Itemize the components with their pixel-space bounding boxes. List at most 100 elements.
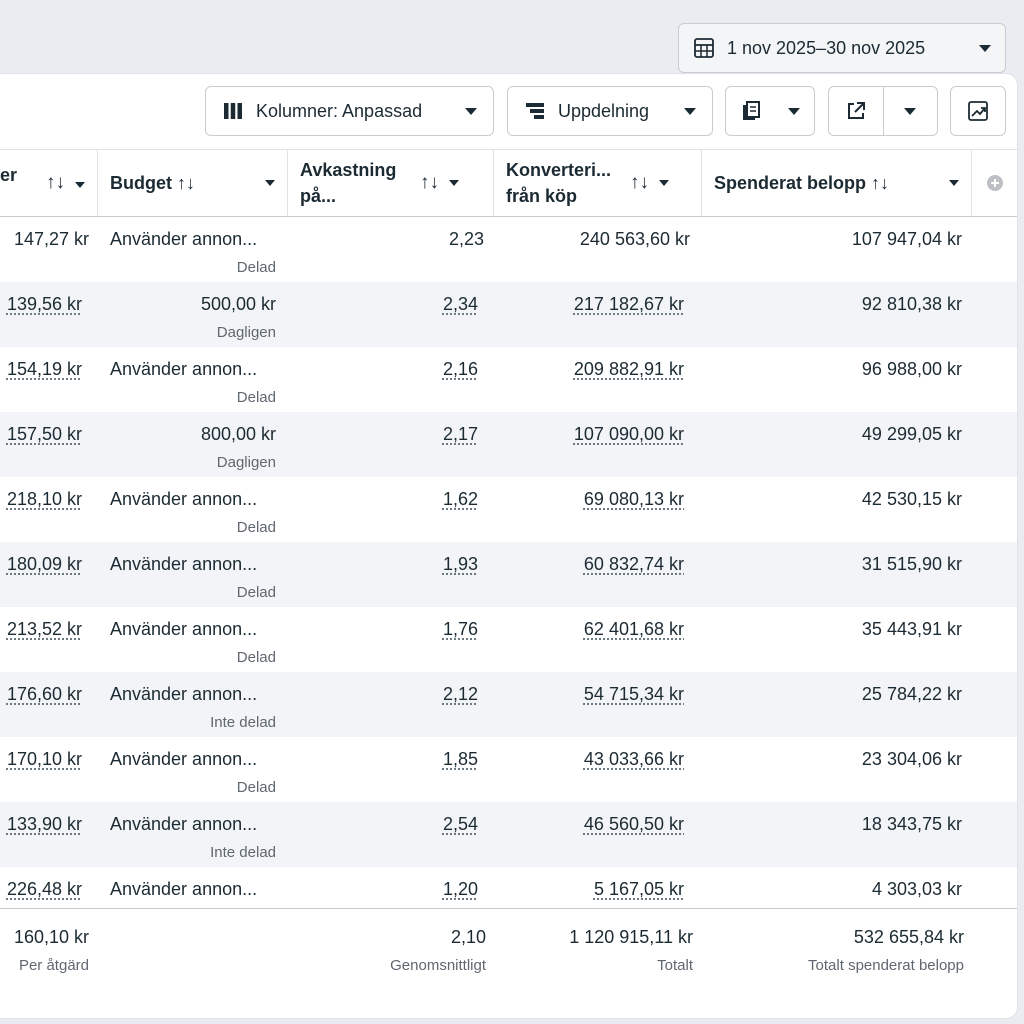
roas-value[interactable]: 2,12 [442, 684, 478, 704]
reports-button[interactable] [725, 86, 815, 136]
cost-per-result[interactable]: 226,48 kr [6, 879, 82, 899]
chevron-down-icon[interactable] [949, 180, 959, 186]
table-row[interactable]: 213,52 kr Använder annon... Delad 1,76 6… [0, 607, 1017, 672]
breakdown-button[interactable]: Uppdelning [507, 86, 713, 136]
budget-value: Använder annon... [110, 554, 258, 574]
table-row[interactable]: 147,27 kr Använder annon... Delad 2,23 2… [0, 217, 1017, 282]
sort-icon[interactable]: ↑↓ [630, 172, 649, 193]
columns-button[interactable]: Kolumner: Anpassad [205, 86, 494, 136]
total-roas: 2,10 [450, 927, 486, 947]
conversion-value[interactable]: 46 560,50 kr [583, 814, 684, 834]
cost-per-result[interactable]: 176,60 kr [6, 684, 82, 704]
conversion-value[interactable]: 5 167,05 kr [593, 879, 684, 899]
table-row[interactable]: 139,56 kr 500,00 kr Dagligen 2,34 217 18… [0, 282, 1017, 347]
external-link-icon [847, 102, 865, 119]
table-row[interactable]: 226,48 kr Använder annon... 1,20 5 167,0… [0, 867, 1017, 908]
conversion-value[interactable]: 217 182,67 kr [573, 294, 684, 314]
date-range-label: 1 nov 2025–30 nov 2025 [727, 37, 926, 58]
chevron-down-icon [465, 107, 477, 115]
roas-value[interactable]: 1,93 [442, 554, 478, 574]
amount-spent: 23 304,06 kr [861, 749, 962, 769]
date-range-button[interactable]: 1 nov 2025–30 nov 2025 [678, 23, 1006, 73]
conversion-value: 240 563,60 kr [579, 229, 690, 249]
total-cost-per-result: 160,10 kr [13, 927, 89, 947]
budget-value: Använder annon... [110, 684, 258, 704]
column-header-amount-spent[interactable]: Spenderat belopp ↑↓ [702, 150, 972, 216]
table-calendar-icon [694, 38, 714, 58]
cost-per-result[interactable]: 180,09 kr [6, 554, 82, 574]
column-header-label: Budget ↑↓ [110, 173, 195, 193]
conversion-value[interactable]: 209 882,91 kr [573, 359, 684, 379]
export-menu-button[interactable] [882, 87, 938, 135]
conversion-value[interactable]: 107 090,00 kr [573, 424, 684, 444]
cost-per-result[interactable]: 139,56 kr [6, 294, 82, 314]
export-button[interactable] [829, 87, 883, 135]
column-header-label: Konverteri... från köp [506, 160, 612, 206]
amount-spent: 92 810,38 kr [861, 294, 962, 314]
column-header-roas[interactable]: Avkastning på... ↑↓ [288, 150, 494, 216]
table-row[interactable]: 218,10 kr Använder annon... Delad 1,62 6… [0, 477, 1017, 542]
budget-type: Dagligen [216, 324, 276, 341]
roas-value[interactable]: 1,76 [442, 619, 478, 639]
cost-per-result[interactable]: 157,50 kr [6, 424, 82, 444]
budget-value: 500,00 kr [200, 294, 276, 314]
chevron-down-icon [684, 107, 696, 115]
chevron-down-icon[interactable] [75, 182, 85, 188]
column-header-cost[interactable]: er ↑↓ [0, 150, 98, 216]
roas-value[interactable]: 2,34 [442, 294, 478, 314]
budget-value: Använder annon... [110, 489, 258, 509]
roas-value[interactable]: 1,20 [442, 879, 478, 899]
reports-icon [743, 101, 760, 120]
column-header-label: Spenderat belopp ↑↓ [714, 173, 890, 193]
amount-spent: 49 299,05 kr [861, 424, 962, 444]
budget-type: Dagligen [216, 454, 276, 471]
export-button-group[interactable] [828, 86, 938, 136]
chevron-down-icon[interactable] [449, 180, 459, 186]
cost-per-result: 147,27 kr [13, 229, 89, 249]
sort-icon[interactable]: ↑↓ [46, 172, 65, 193]
cost-per-result[interactable]: 154,19 kr [6, 359, 82, 379]
budget-value: Använder annon... [110, 359, 258, 379]
chevron-down-icon[interactable] [659, 180, 669, 186]
budget-type: Inte delad [210, 714, 276, 731]
column-header-conversion-value[interactable]: Konverteri... från köp ↑↓ [494, 150, 702, 216]
table-row[interactable]: 176,60 kr Använder annon... Inte delad 2… [0, 672, 1017, 737]
column-header-budget[interactable]: Budget ↑↓ [98, 150, 288, 216]
roas-value: 2,23 [448, 229, 484, 249]
conversion-value[interactable]: 60 832,74 kr [583, 554, 684, 574]
chart-button[interactable] [950, 86, 1006, 136]
table-row[interactable]: 133,90 kr Använder annon... Inte delad 2… [0, 802, 1017, 867]
table-row[interactable]: 170,10 kr Använder annon... Delad 1,85 4… [0, 737, 1017, 802]
plus-circle-icon [987, 175, 1003, 191]
roas-value[interactable]: 2,54 [442, 814, 478, 834]
budget-value: Använder annon... [110, 749, 258, 769]
conversion-value[interactable]: 69 080,13 kr [583, 489, 684, 509]
roas-value[interactable]: 1,85 [442, 749, 478, 769]
add-column-button[interactable] [972, 150, 1017, 216]
budget-value: Använder annon... [110, 814, 258, 834]
columns-icon [224, 103, 242, 119]
cost-per-result[interactable]: 218,10 kr [6, 489, 82, 509]
breakdown-label: Uppdelning [558, 100, 650, 121]
chevron-down-icon[interactable] [265, 180, 275, 186]
conversion-value[interactable]: 62 401,68 kr [583, 619, 684, 639]
roas-value[interactable]: 1,62 [442, 489, 478, 509]
amount-spent: 25 784,22 kr [861, 684, 962, 704]
cost-per-result[interactable]: 213,52 kr [6, 619, 82, 639]
table-panel: Kolumner: Anpassad Uppdelning [0, 73, 1018, 1019]
roas-value[interactable]: 2,16 [442, 359, 478, 379]
budget-type: Inte delad [210, 844, 276, 861]
amount-spent: 42 530,15 kr [861, 489, 962, 509]
budget-value: Använder annon... [110, 879, 258, 899]
table-row[interactable]: 157,50 kr 800,00 kr Dagligen 2,17 107 09… [0, 412, 1017, 477]
cost-per-result[interactable]: 170,10 kr [6, 749, 82, 769]
cost-per-result[interactable]: 133,90 kr [6, 814, 82, 834]
table-row[interactable]: 180,09 kr Använder annon... Delad 1,93 6… [0, 542, 1017, 607]
conversion-value[interactable]: 54 715,34 kr [583, 684, 684, 704]
amount-spent: 4 303,03 kr [871, 879, 962, 899]
table-row[interactable]: 154,19 kr Använder annon... Delad 2,16 2… [0, 347, 1017, 412]
amount-spent: 18 343,75 kr [861, 814, 962, 834]
conversion-value[interactable]: 43 033,66 kr [583, 749, 684, 769]
sort-icon[interactable]: ↑↓ [420, 172, 439, 193]
roas-value[interactable]: 2,17 [442, 424, 478, 444]
